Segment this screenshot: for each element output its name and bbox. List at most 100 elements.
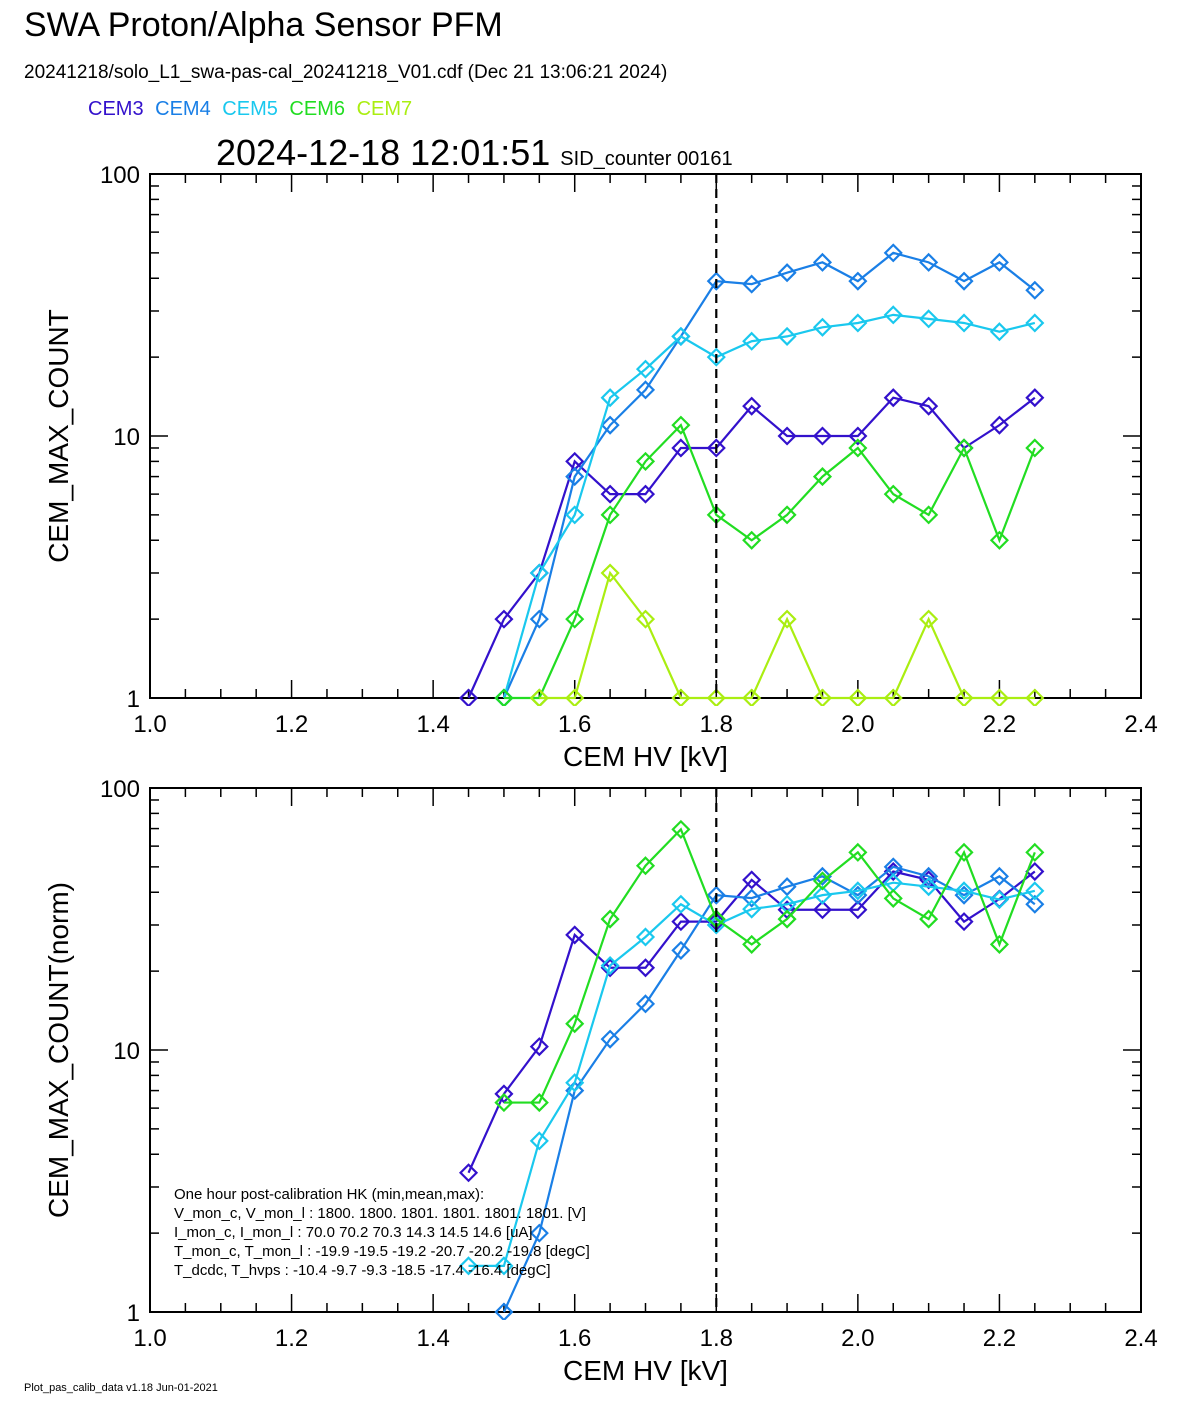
hk-line: One hour post-calibration HK (min,mean,m… xyxy=(174,1186,484,1203)
data-point-cem6 xyxy=(565,609,585,629)
timestamp: 2024-12-18 12:01:51 SID_counter 00161 xyxy=(216,132,733,174)
data-point-cem6 xyxy=(919,909,939,929)
data-point-cem3 xyxy=(919,396,939,416)
data-point-cem6 xyxy=(742,934,762,954)
data-point-cem4 xyxy=(529,609,549,629)
data-point-cem7 xyxy=(919,609,939,629)
x-tick-label: 1.4 xyxy=(416,711,449,738)
series-line-cem4 xyxy=(502,251,1036,699)
data-point-cem3 xyxy=(600,958,620,978)
y-tick-label: 100 xyxy=(100,776,140,803)
x-tick-label: 1.2 xyxy=(275,1325,308,1352)
data-point-cem5 xyxy=(742,331,762,351)
data-point-cem7 xyxy=(989,688,1009,706)
data-point-cem5 xyxy=(529,563,549,583)
data-point-cem6 xyxy=(671,415,691,435)
x-axis-title: CEM HV [kV] xyxy=(563,1355,728,1386)
y-axis-title: CEM_MAX_COUNT(norm) xyxy=(43,882,74,1218)
data-point-cem3 xyxy=(565,925,585,945)
data-point-cem6 xyxy=(848,842,868,862)
data-point-cem5 xyxy=(706,347,726,367)
data-point-cem4 xyxy=(565,467,585,487)
data-point-cem5 xyxy=(848,881,868,901)
y-axis-title: CEM_MAX_COUNT xyxy=(43,309,74,563)
data-point-cem3 xyxy=(494,609,514,629)
legend-entry-cem6: CEM6 xyxy=(289,98,345,120)
data-point-cem4 xyxy=(812,866,833,886)
data-point-cem3 xyxy=(777,426,797,446)
chart-panel-2: 1.0 1.2 1.4 1.6 1.8 2.0 2.2 2.4 1 10 100 CEM HV [kV… xyxy=(43,776,1158,1386)
data-point-cem3 xyxy=(812,426,833,446)
data-point-cem4 xyxy=(954,271,974,291)
data-point-cem3 xyxy=(600,484,620,504)
data-point-cem5 xyxy=(777,326,797,346)
data-point-cem7 xyxy=(954,688,974,706)
data-point-cem5 xyxy=(494,1256,514,1276)
hk-line: T_dcdc, T_hvps : -10.4 -9.7 -9.3 -18.5 -… xyxy=(174,1262,551,1279)
data-point-cem7 xyxy=(706,688,726,706)
x-tick-label: 1.4 xyxy=(416,1325,449,1352)
data-point-cem7 xyxy=(529,688,549,706)
hk-line: T_mon_c, T_mon_l : -19.9 -19.5 -19.2 -20… xyxy=(174,1243,590,1260)
data-point-cem5 xyxy=(635,359,656,379)
data-point-cem4 xyxy=(706,271,726,291)
data-point-cem6 xyxy=(777,505,797,525)
data-point-cem4 xyxy=(671,940,691,960)
data-point-cem6 xyxy=(883,484,903,504)
data-point-cem6 xyxy=(812,467,833,487)
data-point-cem3 xyxy=(671,912,691,932)
series-line-cem5 xyxy=(502,313,1036,699)
hk-text-box: One hour post-calibration HK (min,mean,m… xyxy=(174,1186,590,1279)
footer-version: Plot_pas_calib_data v1.18 Jun-01-2021 xyxy=(24,1382,218,1394)
data-point-cem4 xyxy=(919,866,939,886)
data-point-cem6 xyxy=(494,1093,514,1113)
data-point-cem4 xyxy=(706,885,726,905)
x-tick-label: 1.6 xyxy=(558,1325,591,1352)
legend-entry-cem4: CEM4 xyxy=(155,98,211,120)
data-point-cem3 xyxy=(458,688,479,706)
hk-line: V_mon_c, V_mon_l : 1800. 1800. 1801. 180… xyxy=(174,1205,586,1222)
data-point-cem6 xyxy=(954,842,974,862)
page-title: SWA Proton/Alpha Sensor PFM xyxy=(24,6,503,44)
data-point-cem3 xyxy=(848,900,868,920)
data-point-cem3 xyxy=(919,870,939,890)
x-tick-label: 2.4 xyxy=(1124,1325,1157,1352)
data-point-cem4 xyxy=(883,243,903,263)
data-point-cem5 xyxy=(600,388,620,408)
series-line-cem3 xyxy=(467,396,1036,699)
x-tick-label: 1.0 xyxy=(133,711,166,738)
data-point-cem4 xyxy=(848,271,868,291)
data-point-cem4 xyxy=(989,252,1009,272)
data-point-cem6 xyxy=(919,505,939,525)
hk-line: I_mon_c, I_mon_l : 70.0 70.2 70.3 14.3 1… xyxy=(174,1224,533,1241)
data-point-cem3 xyxy=(529,1037,549,1057)
data-point-cem6 xyxy=(954,438,974,458)
data-point-cem3 xyxy=(848,426,868,446)
data-point-cem6 xyxy=(1025,438,1045,458)
series-line-cem6 xyxy=(503,827,1036,1104)
y-tick-label: 10 xyxy=(113,424,140,451)
x-tick-label: 1.2 xyxy=(275,711,308,738)
data-point-cem3 xyxy=(812,900,833,920)
legend-entry-cem5: CEM5 xyxy=(222,98,278,120)
data-point-cem3 xyxy=(1025,388,1045,408)
y-tick-label: 10 xyxy=(113,1038,140,1065)
data-point-cem5 xyxy=(600,956,620,976)
x-tick-label: 2.2 xyxy=(983,711,1016,738)
data-point-cem3 xyxy=(742,396,762,416)
data-point-cem6 xyxy=(812,871,833,891)
legend: CEM3 CEM4 CEM5 CEM6 CEM7 xyxy=(88,98,418,121)
data-point-cem3 xyxy=(742,870,762,890)
x-tick-label: 1.0 xyxy=(133,1325,166,1352)
data-point-cem7 xyxy=(742,688,762,706)
x-tick-label: 1.8 xyxy=(700,711,733,738)
legend-entry-cem3: CEM3 xyxy=(88,98,144,120)
data-point-cem5 xyxy=(919,877,939,897)
data-point-cem4 xyxy=(1025,894,1045,914)
data-point-cem4 xyxy=(919,252,939,272)
data-point-cem3 xyxy=(883,388,903,408)
timestamp-value: 2024-12-18 12:01:51 xyxy=(216,132,551,173)
y-tick-label: 1 xyxy=(127,686,140,713)
data-point-cem5 xyxy=(989,890,1009,910)
data-point-cem6 xyxy=(494,688,514,706)
